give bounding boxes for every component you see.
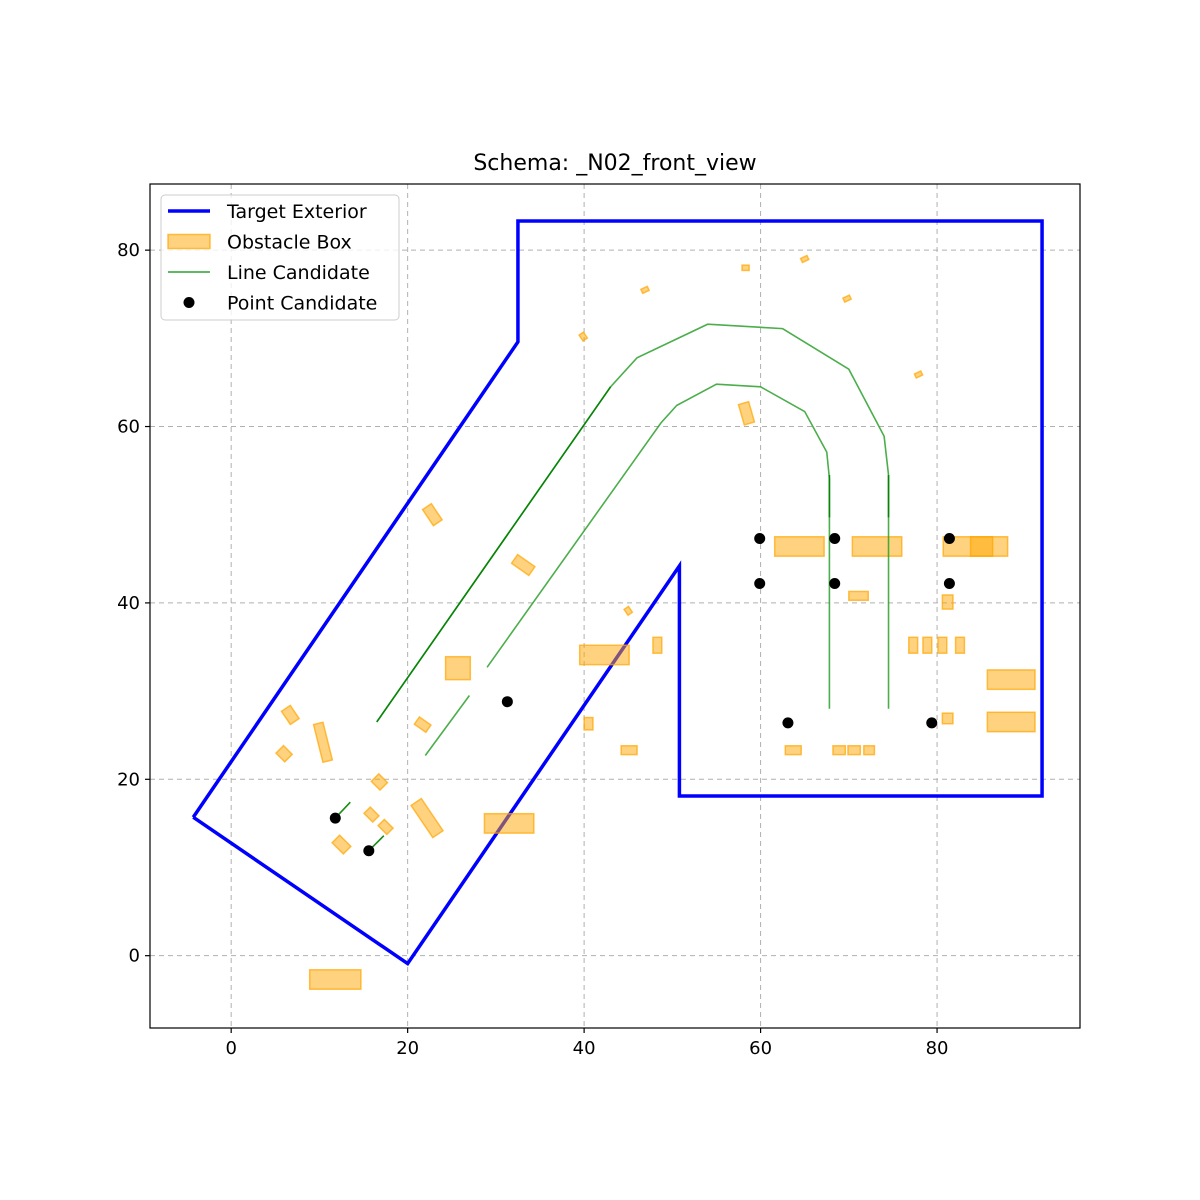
y-tick-label: 40 [117,593,140,614]
x-tick-label: 0 [225,1038,236,1059]
line-candidate [424,695,471,756]
obstacle-box [841,294,853,304]
obstacle-box [362,806,381,824]
obstacle-box [620,745,638,756]
obstacle-box [863,745,876,756]
obstacle-box [413,715,433,734]
point-candidate-layer [329,533,955,857]
obstacle-box [851,536,903,557]
point-candidate [782,717,794,729]
obstacle-box [908,636,919,654]
chart-title: Schema: _N02_front_view [473,151,756,176]
y-tick-label: 20 [117,769,140,790]
obstacle-box [312,721,334,764]
obstacle-box [848,590,869,602]
line-candidate-layer [334,323,890,852]
point-candidate [754,578,766,590]
obstacle-box [773,536,825,557]
point-candidate [829,578,841,590]
point-candidate [926,717,938,729]
legend-label: Line Candidate [227,262,370,284]
obstacle-box [308,969,362,990]
obstacle-box [510,553,536,577]
obstacle-box [799,254,810,264]
obstacle-box [583,716,594,731]
obstacle-box [483,812,535,834]
obstacle-box [741,264,750,272]
obstacle-box [832,745,847,756]
obstacle-box [737,400,756,426]
obstacle-box [280,704,301,726]
x-tick-label: 80 [926,1038,949,1059]
obstacle-box [377,818,395,836]
point-candidate [501,696,513,708]
y-tick-label: 80 [117,240,140,261]
line-candidate [376,386,612,723]
legend-label: Obstacle Box [227,232,352,254]
tick-layer: 0 20 40 60 80 0 20 40 60 80 [117,240,948,1059]
obstacle-box [421,502,444,527]
obstacle-box [986,669,1036,691]
point-candidate [829,533,841,545]
x-tick-label: 20 [396,1038,419,1059]
point-candidate [363,845,375,857]
legend: Target Exterior Obstacle Box Line Candidat… [160,194,400,321]
obstacle-box [847,745,862,756]
obstacle-box [913,370,924,379]
obstacle-box [370,772,389,792]
line-candidate [486,383,831,709]
obstacle-box [578,644,630,666]
obstacle-box [969,536,1009,557]
x-tick-label: 60 [749,1038,772,1059]
obstacle-box [922,636,933,654]
obstacle-box [784,745,802,756]
y-tick-label: 0 [129,946,140,967]
obstacle-box [331,834,352,855]
obstacle-box [954,636,966,654]
line-candidate [376,323,890,723]
obstacle-box [623,605,634,617]
obstacle-box [941,712,954,725]
obstacle-box [274,744,294,763]
obstacle-box [652,636,663,654]
point-candidate [754,533,766,545]
obstacle-layer [274,254,1036,990]
obstacle-box [937,636,948,654]
point-candidate [943,533,955,545]
obstacle-box [986,711,1036,733]
y-tick-label: 60 [117,417,140,438]
legend-swatch-patch [167,233,211,250]
obstacle-box [444,655,472,681]
legend-frame [160,194,400,321]
obstacle-box [578,331,589,343]
point-candidate [943,578,955,590]
axes-frame [149,183,1081,1029]
legend-swatch-point [183,297,195,308]
x-tick-label: 40 [573,1038,596,1059]
obstacle-box [941,594,954,610]
obstacle-box [639,285,651,295]
legend-label: Point Candidate [227,293,377,315]
obstacle-box [410,797,445,839]
point-candidate [329,812,341,824]
legend-label: Target Exterior [226,201,367,223]
